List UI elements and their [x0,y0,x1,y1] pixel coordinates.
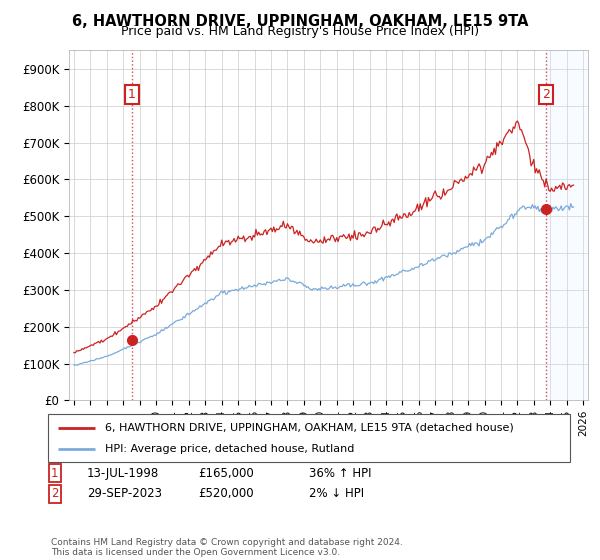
Text: 2: 2 [542,88,550,101]
Text: 1: 1 [128,88,136,101]
Text: 29-SEP-2023: 29-SEP-2023 [87,487,162,501]
Text: 13-JUL-1998: 13-JUL-1998 [87,466,159,480]
Text: Price paid vs. HM Land Registry's House Price Index (HPI): Price paid vs. HM Land Registry's House … [121,25,479,38]
Text: Contains HM Land Registry data © Crown copyright and database right 2024.
This d: Contains HM Land Registry data © Crown c… [51,538,403,557]
Text: 36% ↑ HPI: 36% ↑ HPI [309,466,371,480]
Text: 6, HAWTHORN DRIVE, UPPINGHAM, OAKHAM, LE15 9TA (detached house): 6, HAWTHORN DRIVE, UPPINGHAM, OAKHAM, LE… [106,423,514,433]
Bar [546,50,588,400]
Text: 2% ↓ HPI: 2% ↓ HPI [309,487,364,501]
Text: £165,000: £165,000 [198,466,254,480]
Text: 2: 2 [51,487,59,501]
Text: HPI: Average price, detached house, Rutland: HPI: Average price, detached house, Rutl… [106,444,355,454]
Text: 6, HAWTHORN DRIVE, UPPINGHAM, OAKHAM, LE15 9TA: 6, HAWTHORN DRIVE, UPPINGHAM, OAKHAM, LE… [72,14,528,29]
Text: £520,000: £520,000 [198,487,254,501]
Text: 1: 1 [51,466,59,480]
FancyBboxPatch shape [48,414,570,462]
